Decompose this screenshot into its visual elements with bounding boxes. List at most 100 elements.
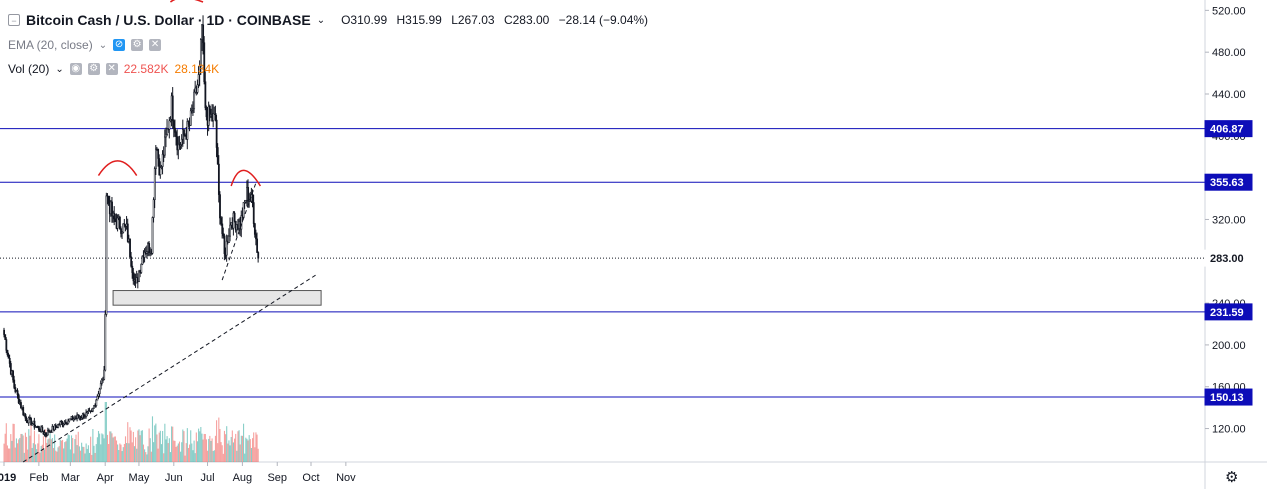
candle-body — [25, 417, 28, 422]
chevron-down-icon[interactable]: ⌄ — [98, 39, 108, 51]
candle-body — [164, 136, 166, 156]
candle-body — [7, 354, 10, 359]
volume-bar — [19, 437, 21, 462]
candle-body — [114, 218, 117, 223]
volume-bar — [177, 443, 179, 462]
volume-bar — [51, 438, 53, 462]
candle-body — [172, 120, 175, 129]
candle-body — [130, 256, 133, 267]
close-icon[interactable]: ✕ — [105, 63, 118, 75]
volume-bar — [95, 444, 97, 462]
volume-bar — [38, 434, 40, 462]
candle-body — [193, 91, 196, 110]
candle-body — [103, 369, 106, 380]
volume-bar — [160, 444, 163, 462]
volume-bar — [120, 444, 122, 462]
volume-bar — [216, 420, 218, 462]
time-axis[interactable]: 2019 Feb Mar Apr May Jun Jul Aug Sep Oct Nov — [0, 462, 356, 484]
candle-body — [217, 163, 220, 195]
hide-icon[interactable]: ◉ — [69, 63, 82, 75]
volume-bar — [126, 443, 128, 462]
candle-body — [30, 418, 32, 426]
volume-bar — [104, 402, 106, 462]
horizontal-levels — [0, 128, 1205, 398]
candle-body — [92, 408, 94, 412]
volume-bar — [240, 435, 242, 462]
chevron-down-icon[interactable]: ⌄ — [316, 14, 326, 26]
candle-body — [33, 420, 36, 428]
volume-bar — [121, 451, 123, 462]
volume-bar — [50, 439, 52, 462]
volume-bar — [238, 430, 240, 462]
volume-bar — [153, 442, 155, 462]
candle-body — [113, 212, 116, 220]
volume-label[interactable]: Vol (20) — [8, 62, 50, 76]
ema-legend: EMA (20, close) ⌄ ⊘ ⚙ ✕ — [8, 38, 162, 52]
ohlc-values: O310.99 H315.99 L267.03 C283.00 −28.14 (… — [341, 13, 654, 27]
volume-bar — [228, 440, 230, 462]
volume-bar — [131, 442, 133, 462]
volume-bar — [56, 451, 58, 462]
volume-bar — [15, 438, 17, 462]
volume-bar — [185, 443, 187, 462]
candle-body — [153, 168, 156, 200]
hide-icon[interactable]: ⊘ — [113, 39, 126, 51]
candle-body — [187, 121, 190, 125]
volume-bar — [18, 439, 20, 462]
candle-body — [99, 383, 102, 390]
candle-body — [204, 81, 207, 108]
close-icon[interactable]: ✕ — [149, 39, 162, 51]
volume-bar — [157, 448, 159, 462]
volume-bar — [204, 434, 206, 462]
volume-bar — [94, 452, 96, 462]
candle-body — [253, 223, 256, 235]
volume-bar — [163, 453, 165, 462]
volume-bar — [176, 445, 178, 462]
volume-bar — [70, 435, 73, 462]
volume-bar — [245, 437, 247, 462]
candle-body — [196, 84, 199, 93]
volume-bar — [27, 449, 29, 462]
candle-body — [85, 412, 88, 417]
collapse-icon[interactable]: − — [8, 14, 20, 26]
volume-bar — [22, 435, 24, 462]
gear-icon[interactable]: ⚙ — [131, 39, 144, 51]
volume-bar — [112, 437, 114, 462]
candle-body — [233, 212, 236, 222]
trendline — [221, 182, 257, 281]
candle-body — [131, 265, 134, 273]
volume-bar — [43, 449, 46, 462]
volume-bar — [198, 428, 200, 462]
symbol-title[interactable]: Bitcoin Cash / U.S. Dollar · 1D · COINBA… — [26, 12, 311, 28]
candle-body — [9, 363, 12, 375]
candle-body — [97, 393, 100, 397]
candle-body — [212, 113, 215, 122]
volume-bar — [105, 402, 107, 462]
volume-bar — [110, 431, 112, 462]
volume-bar — [211, 438, 213, 462]
volume-bar — [60, 440, 62, 462]
price-axis[interactable]: 120.00160.00200.00240.00280.00320.00360.… — [1205, 5, 1246, 436]
volume-bar — [241, 435, 243, 462]
volume-bar — [135, 437, 137, 462]
volume-bar — [81, 442, 83, 462]
volume-bar — [65, 441, 67, 462]
volume-bar — [190, 430, 192, 462]
ema-label[interactable]: EMA (20, close) — [8, 38, 93, 52]
volume-bar — [97, 430, 100, 462]
candle-body — [16, 390, 19, 396]
volume-bar — [79, 450, 82, 462]
candle-body — [120, 228, 122, 234]
volume-bar — [175, 446, 177, 462]
volume-bar — [254, 447, 256, 462]
chevron-down-icon[interactable]: ⌄ — [55, 63, 64, 75]
volume-bar — [76, 445, 78, 462]
volume-bar — [123, 443, 125, 462]
gear-icon[interactable]: ⚙ — [1225, 469, 1239, 486]
gear-icon[interactable]: ⚙ — [87, 63, 100, 75]
volume-bar — [249, 439, 251, 462]
candle-body — [129, 238, 131, 258]
x-tick-label: May — [129, 472, 150, 484]
volume-bar — [139, 435, 141, 462]
